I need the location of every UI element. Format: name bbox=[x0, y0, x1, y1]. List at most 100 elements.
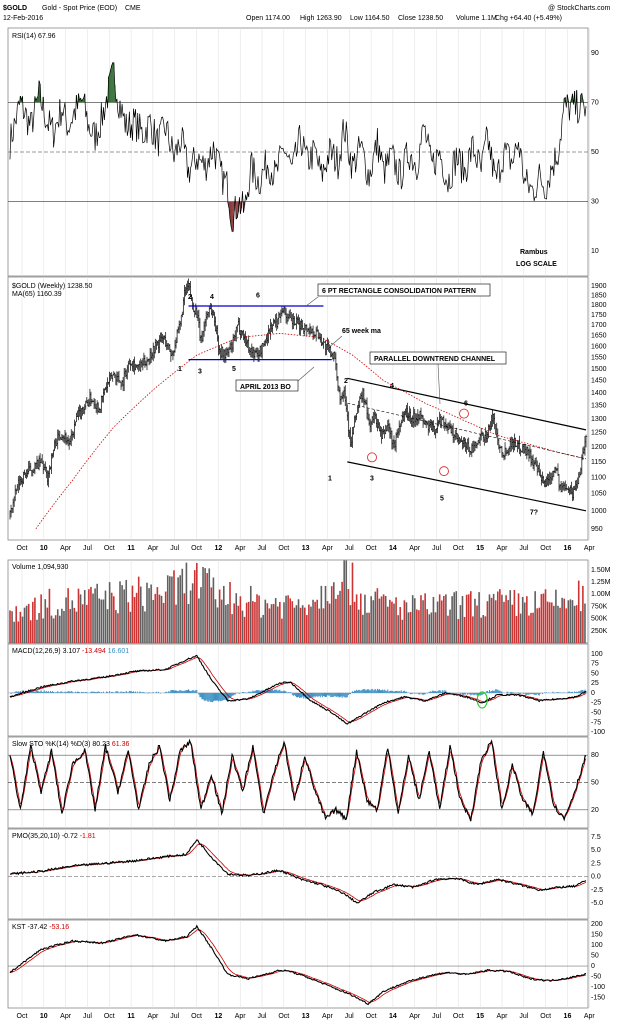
ma-label: 65 week ma bbox=[342, 328, 381, 335]
price-y-tick: 1450 bbox=[591, 378, 607, 385]
channel-point-5: 5 bbox=[440, 495, 444, 502]
volume-bar bbox=[548, 602, 551, 643]
volume-bar bbox=[121, 585, 123, 643]
volume-bar bbox=[326, 601, 329, 643]
macd-y-tick: -100 bbox=[591, 729, 605, 736]
volume-bar bbox=[372, 600, 375, 643]
volume-bar bbox=[187, 604, 190, 643]
volume-bar bbox=[449, 609, 451, 643]
x-tick-top: 16 bbox=[564, 545, 572, 552]
x-tick-bottom: Oct bbox=[17, 1013, 28, 1020]
macd-y-tick: -50 bbox=[591, 710, 601, 717]
touch-circle-2 bbox=[459, 408, 469, 419]
x-tick-bottom: 11 bbox=[127, 1013, 135, 1020]
volume-bar bbox=[532, 612, 534, 643]
volume-bar bbox=[343, 560, 345, 643]
macd-y-tick: 100 bbox=[591, 651, 603, 658]
touch-circle-0 bbox=[367, 452, 377, 463]
volume-bar bbox=[443, 595, 445, 643]
volume-bar bbox=[357, 609, 360, 643]
x-tick-bottom: Jul bbox=[258, 1013, 267, 1020]
volume-bar bbox=[233, 603, 235, 643]
x-tick-top: 15 bbox=[476, 545, 484, 552]
x-tick-top: Jul bbox=[345, 545, 354, 552]
x-tick-bottom: Apr bbox=[409, 1013, 421, 1020]
x-tick-top: Jul bbox=[258, 545, 267, 552]
volume-bar bbox=[202, 567, 204, 643]
volume-bar bbox=[347, 588, 350, 643]
volume-bar bbox=[553, 605, 555, 643]
volume-bar bbox=[422, 600, 424, 643]
header-low: Low 1164.50 bbox=[350, 15, 390, 22]
volume-bar bbox=[69, 609, 71, 643]
volume-bar bbox=[21, 616, 24, 643]
volume-bar bbox=[50, 615, 53, 643]
volume-bar bbox=[13, 621, 15, 643]
volume-bar bbox=[154, 593, 157, 643]
volume-bar bbox=[561, 597, 563, 643]
volume-bar bbox=[231, 614, 233, 643]
volume-bar bbox=[260, 617, 262, 643]
volume-bar bbox=[374, 591, 377, 643]
volume-bar bbox=[507, 600, 509, 643]
volume-bar bbox=[420, 595, 422, 643]
volume-bar bbox=[509, 590, 512, 643]
x-tick-bottom: Apr bbox=[235, 1013, 247, 1020]
volume-bar bbox=[56, 609, 59, 643]
channel-label-pointer bbox=[437, 363, 441, 405]
volume-bar bbox=[104, 590, 107, 643]
volume-bar bbox=[403, 600, 406, 643]
volume-bar bbox=[399, 607, 402, 643]
volume-bar bbox=[65, 597, 67, 643]
volume-bar bbox=[291, 601, 294, 643]
header-close: Close 1238.50 bbox=[398, 15, 443, 22]
volume-bar bbox=[378, 598, 381, 643]
ma-legend: MA(65) 1160.39 bbox=[12, 291, 62, 298]
x-tick-top: Oct bbox=[17, 545, 28, 552]
volume-bar bbox=[94, 588, 96, 643]
volume-bar bbox=[225, 605, 227, 643]
pmo-y-tick: 2.5 bbox=[591, 860, 601, 867]
volume-bar bbox=[241, 610, 244, 643]
volume-bar bbox=[239, 596, 242, 643]
volume-bar bbox=[164, 591, 167, 643]
volume-bar bbox=[98, 598, 101, 643]
volume-bar bbox=[308, 604, 310, 643]
volume-bar bbox=[247, 601, 250, 643]
pmo-y-tick: 7.5 bbox=[591, 834, 601, 841]
panel-frame-pmo bbox=[7, 828, 589, 920]
volume-bar bbox=[283, 602, 285, 643]
x-tick-bottom: Jul bbox=[170, 1013, 179, 1020]
volume-bar bbox=[324, 585, 327, 643]
volume-bar bbox=[494, 600, 497, 643]
header-change: Chg +64.40 (+5.49%) bbox=[495, 15, 562, 22]
volume-bar bbox=[488, 594, 491, 643]
bo-label: APRIL 2013 BO bbox=[240, 384, 291, 391]
rect-label: 6 PT RECTANGLE CONSOLIDATION PATTERN bbox=[322, 288, 476, 295]
price-y-tick: 1050 bbox=[591, 491, 607, 498]
volume-bar bbox=[571, 600, 574, 643]
volume-bar bbox=[79, 594, 82, 643]
volume-bar bbox=[513, 590, 516, 643]
bo-label-box bbox=[235, 379, 299, 392]
volume-bar bbox=[52, 618, 55, 643]
x-tick-bottom: Oct bbox=[278, 1013, 289, 1020]
volume-bar bbox=[198, 598, 200, 643]
volume-bar bbox=[484, 616, 487, 643]
volume-bar bbox=[36, 619, 38, 643]
volume-bar bbox=[75, 611, 78, 643]
volume-bar bbox=[345, 560, 348, 643]
price-y-tick: 1850 bbox=[591, 292, 607, 299]
volume-bar bbox=[196, 563, 198, 643]
header-name: Gold - Spot Price (EOD) bbox=[42, 5, 117, 12]
price-y-tick: 1650 bbox=[591, 332, 607, 339]
volume-bar bbox=[125, 579, 128, 643]
volume-bar bbox=[144, 611, 146, 643]
x-tick-top: Oct bbox=[104, 545, 115, 552]
volume-bar bbox=[534, 591, 536, 643]
volume-bar bbox=[299, 607, 302, 643]
x-tick-top: Apr bbox=[409, 545, 421, 552]
rect-label-box bbox=[317, 283, 491, 297]
volume-bar bbox=[156, 587, 159, 643]
volume-bar bbox=[318, 608, 321, 643]
